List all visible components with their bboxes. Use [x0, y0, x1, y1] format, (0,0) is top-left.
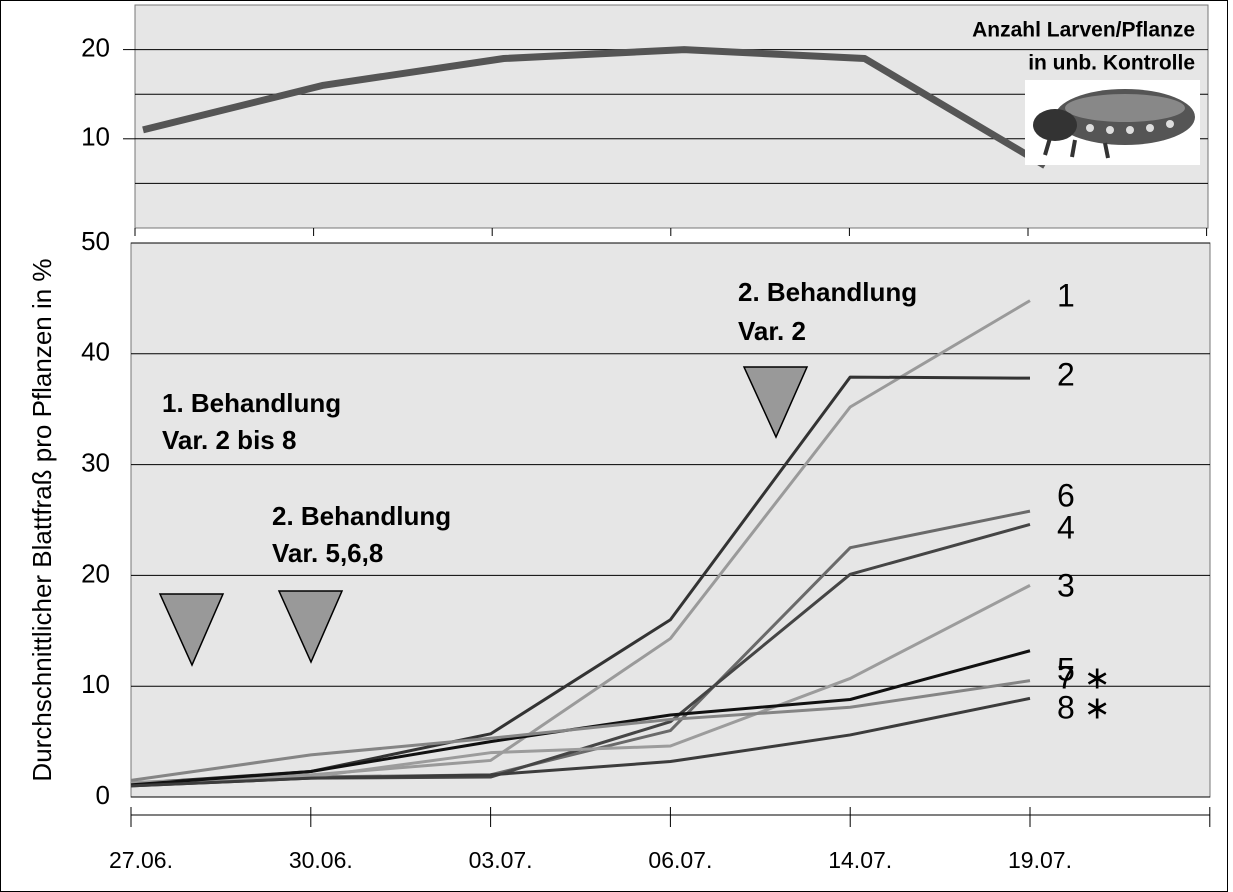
y-axis-label: Durchschnittlicher Blattfraß pro Pflanze… [27, 258, 57, 781]
treatment-markers [158, 366, 809, 667]
y-tick-label: 0 [96, 780, 110, 810]
annotation: 2. Behandlung [272, 501, 451, 531]
data-line [142, 46, 1047, 169]
annotation: 1. Behandlung [162, 388, 341, 418]
x-tick-label: 14.07. [828, 847, 892, 873]
series-label: 8 ∗ [1057, 689, 1111, 725]
annotation: Var. 2 [738, 316, 806, 346]
data-line [130, 299, 1031, 785]
bottom-plot-area [130, 242, 1211, 798]
y-tick-label: 10 [81, 669, 110, 699]
y-tick-label: 20 [81, 558, 110, 588]
y-tick-label: 30 [81, 447, 110, 477]
top-title: Anzahl Larven/Pflanze [972, 19, 1195, 42]
series-label: 2 [1057, 356, 1075, 392]
x-tick-label: 27.06. [109, 847, 173, 873]
y-tick-label: 40 [81, 337, 110, 367]
series-label: 1 [1057, 277, 1075, 313]
data-line [130, 679, 1031, 782]
annotation: Var. 5,6,8 [272, 538, 383, 568]
series-label: 7 ∗ [1057, 659, 1111, 695]
x-tick-label: 06.07. [648, 847, 712, 873]
top-title: in unb. Kontrolle [1028, 52, 1195, 75]
y-tick-label: 10 [81, 122, 110, 152]
larva-image [1025, 80, 1200, 165]
series-label: 6 [1057, 477, 1075, 513]
x-tick-label: 19.07. [1008, 847, 1072, 873]
annotation: Var. 2 bis 8 [162, 425, 296, 455]
series-label: 3 [1057, 567, 1075, 603]
series-label: 5 [1057, 651, 1075, 687]
data-line [130, 696, 1031, 788]
x-tick-label: 30.06. [289, 847, 353, 873]
y-tick-label: 20 [81, 32, 110, 62]
series-label: 4 [1057, 509, 1075, 545]
y-tick-label: 50 [81, 226, 110, 256]
x-tick-label: 03.07. [469, 847, 533, 873]
annotation: 2. Behandlung [738, 277, 917, 307]
